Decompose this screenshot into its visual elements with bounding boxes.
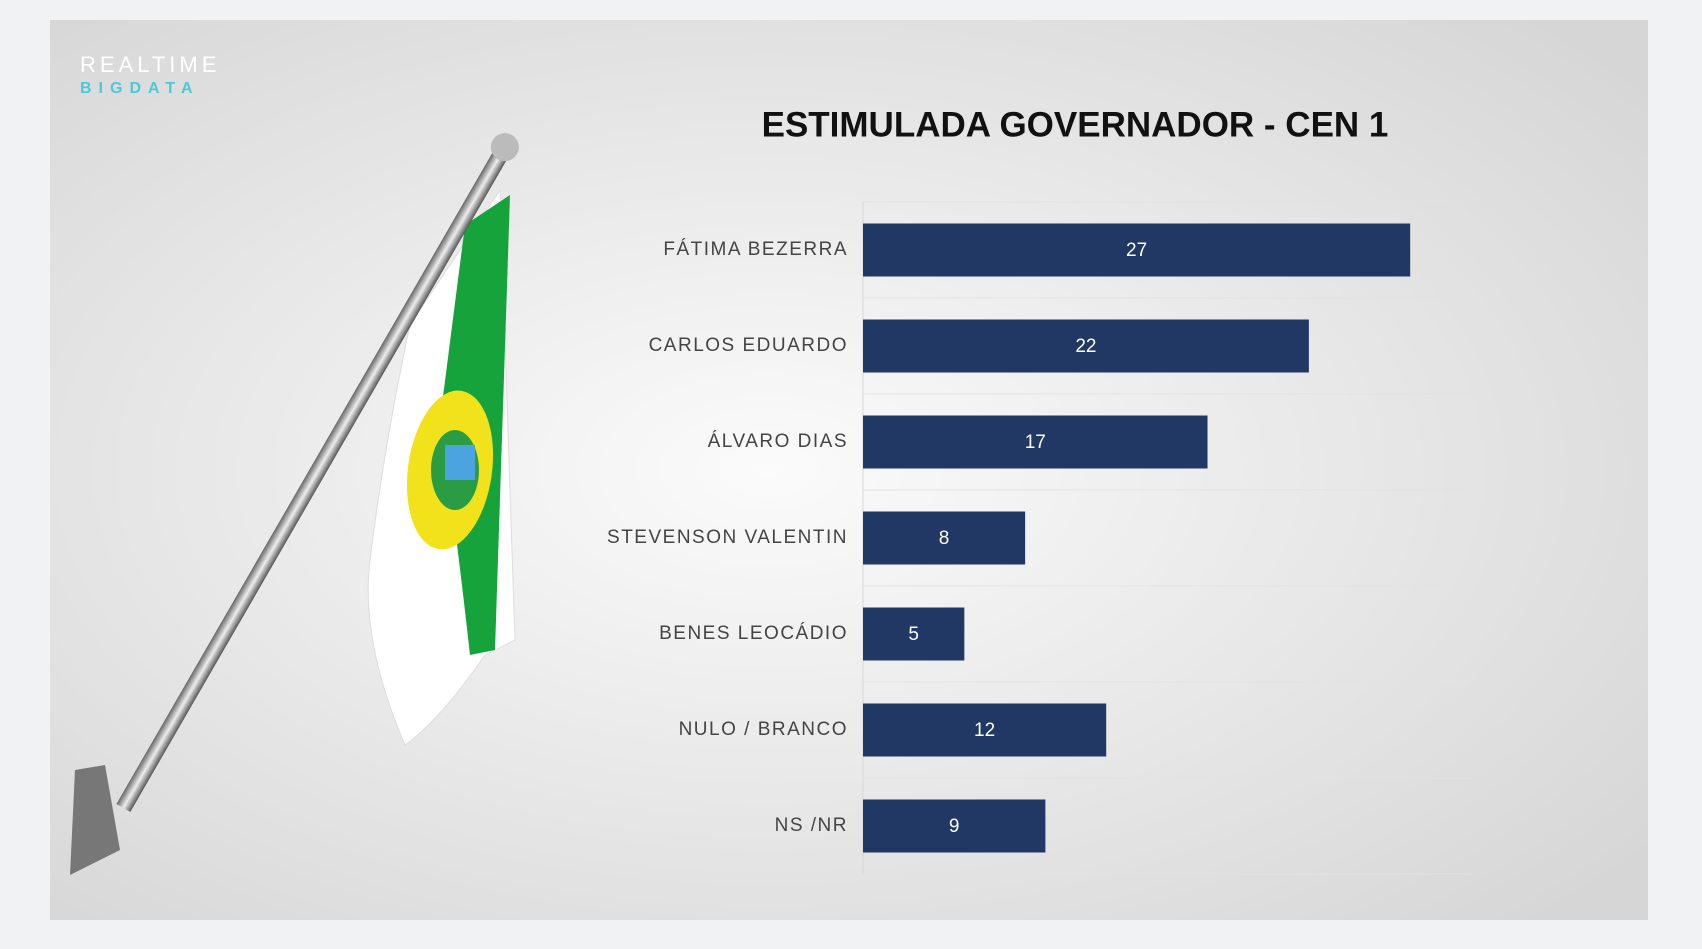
- data-label: 17: [1025, 432, 1046, 453]
- category-label: CARLOS EDUARDO: [649, 335, 848, 356]
- data-label: 5: [908, 624, 919, 645]
- data-label: 27: [1126, 240, 1147, 261]
- category-label: NULO / BRANCO: [679, 719, 848, 740]
- category-label: FÁTIMA BEZERRA: [663, 239, 848, 260]
- category-label: STEVENSON VALENTIN: [607, 527, 848, 548]
- bar: [863, 223, 1411, 277]
- data-label: 9: [949, 816, 960, 837]
- bar: [863, 799, 1046, 853]
- data-label: 22: [1075, 336, 1096, 357]
- bar: [863, 607, 965, 661]
- chart-title: ESTIMULADA GOVERNADOR - CEN 1: [762, 105, 1389, 144]
- bar: [863, 319, 1309, 373]
- bar: [863, 703, 1107, 757]
- logo-bottom: BIGDATA: [80, 80, 200, 97]
- category-label: NS /NR: [775, 815, 848, 836]
- flag-illustration: [70, 133, 519, 875]
- category-label: BENES LEOCÁDIO: [659, 623, 848, 644]
- panel: [50, 20, 1648, 920]
- logo-top: REALTIME: [80, 52, 220, 77]
- data-label: 8: [939, 528, 950, 549]
- data-label: 12: [974, 720, 995, 741]
- category-label: ÁLVARO DIAS: [708, 431, 848, 452]
- bar: [863, 511, 1026, 565]
- bar: [863, 415, 1208, 469]
